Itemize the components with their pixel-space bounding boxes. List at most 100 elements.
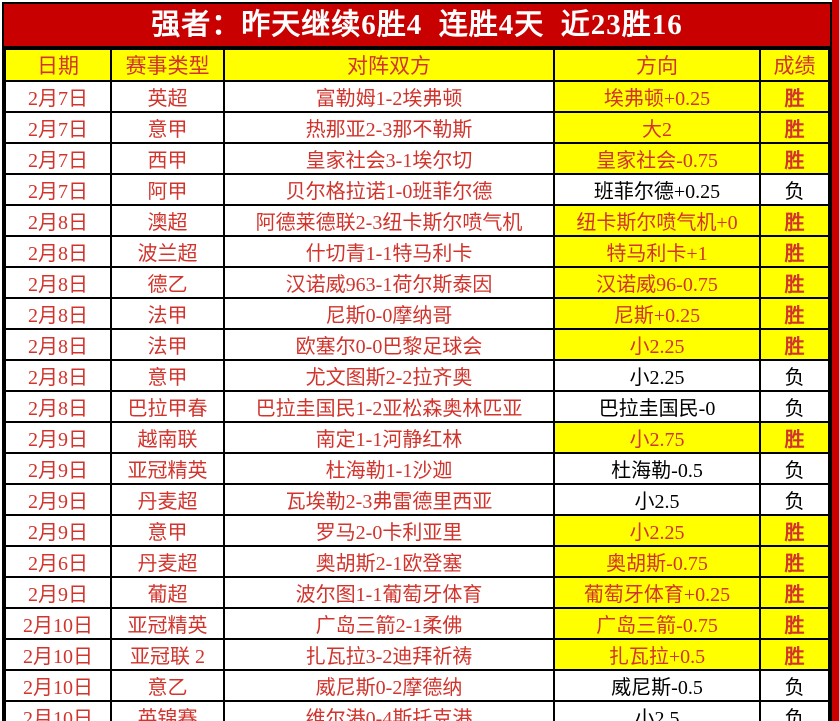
result-cell: 胜	[759, 235, 830, 268]
date-cell: 2月10日	[4, 607, 112, 640]
league-cell: 波兰超	[110, 235, 225, 268]
league-cell: 英锦赛	[110, 700, 225, 721]
direction-cell: 广岛三箭-0.75	[553, 607, 761, 640]
match-cell: 波尔图1-1葡萄牙体育	[223, 576, 555, 609]
table-row: 2月8日 巴拉甲春 巴拉圭国民1-2亚松森奥林匹亚 巴拉圭国民-0 负	[4, 390, 830, 423]
table-row: 2月6日 丹麦超 奥胡斯2-1欧登塞 奥胡斯-0.75 胜	[4, 545, 830, 578]
league-cell: 丹麦超	[110, 483, 225, 516]
result-cell: 负	[759, 359, 830, 392]
date-cell: 2月8日	[4, 266, 112, 299]
results-table: 日期 赛事类型 对阵双方 方向 成绩 2月7日 英超 富勒姆1-2埃弗顿 埃弗顿…	[4, 48, 830, 721]
league-cell: 澳超	[110, 204, 225, 237]
match-cell: 广岛三箭2-1柔佛	[223, 607, 555, 640]
match-cell: 热那亚2-3那不勒斯	[223, 111, 555, 144]
date-cell: 2月8日	[4, 204, 112, 237]
table-row: 2月8日 意甲 尤文图斯2-2拉齐奥 小2.25 负	[4, 359, 830, 392]
date-cell: 2月7日	[4, 111, 112, 144]
direction-cell: 小2.25	[553, 514, 761, 547]
date-cell: 2月9日	[4, 452, 112, 485]
direction-cell: 扎瓦拉+0.5	[553, 638, 761, 671]
result-cell: 胜	[759, 576, 830, 609]
result-cell: 胜	[759, 142, 830, 175]
table-row: 2月9日 亚冠精英 杜海勒1-1沙迦 杜海勒-0.5 负	[4, 452, 830, 485]
direction-cell: 皇家社会-0.75	[553, 142, 761, 175]
league-cell: 意乙	[110, 669, 225, 702]
result-cell: 负	[759, 173, 830, 206]
table-row: 2月9日 丹麦超 瓦埃勒2-3弗雷德里西亚 小2.5 负	[4, 483, 830, 516]
right-red-strip	[832, 0, 839, 721]
match-cell: 贝尔格拉诺1-0班菲尔德	[223, 173, 555, 206]
table-row: 2月9日 葡超 波尔图1-1葡萄牙体育 葡萄牙体育+0.25 胜	[4, 576, 830, 609]
direction-cell: 班菲尔德+0.25	[553, 173, 761, 206]
direction-cell: 葡萄牙体育+0.25	[553, 576, 761, 609]
result-cell: 胜	[759, 514, 830, 547]
header-result: 成绩	[759, 48, 830, 82]
date-cell: 2月9日	[4, 483, 112, 516]
direction-cell: 小2.75	[553, 421, 761, 454]
league-cell: 意甲	[110, 111, 225, 144]
league-cell: 西甲	[110, 142, 225, 175]
results-table-header: 日期 赛事类型 对阵双方 方向 成绩	[4, 48, 830, 82]
header-direction: 方向	[553, 48, 761, 82]
table-row: 2月9日 越南联 南定1-1河静红林 小2.75 胜	[4, 421, 830, 454]
league-cell: 亚冠联 2	[110, 638, 225, 671]
date-cell: 2月10日	[4, 638, 112, 671]
direction-cell: 小2.5	[553, 700, 761, 721]
direction-cell: 特马利卡+1	[553, 235, 761, 268]
league-cell: 巴拉甲春	[110, 390, 225, 423]
table-row: 2月8日 法甲 欧塞尔0-0巴黎足球会 小2.25 胜	[4, 328, 830, 361]
league-cell: 法甲	[110, 297, 225, 330]
result-cell: 负	[759, 390, 830, 423]
result-cell: 负	[759, 452, 830, 485]
date-cell: 2月8日	[4, 328, 112, 361]
result-cell: 胜	[759, 111, 830, 144]
match-cell: 奥胡斯2-1欧登塞	[223, 545, 555, 578]
match-cell: 什切青1-1特马利卡	[223, 235, 555, 268]
match-cell: 尼斯0-0摩纳哥	[223, 297, 555, 330]
table-row: 2月8日 德乙 汉诺威963-1荷尔斯泰因 汉诺威96-0.75 胜	[4, 266, 830, 299]
table-row: 2月10日 亚冠联 2 扎瓦拉3-2迪拜祈祷 扎瓦拉+0.5 胜	[4, 638, 830, 671]
result-cell: 胜	[759, 266, 830, 299]
table-row: 2月8日 法甲 尼斯0-0摩纳哥 尼斯+0.25 胜	[4, 297, 830, 330]
table-row: 2月7日 阿甲 贝尔格拉诺1-0班菲尔德 班菲尔德+0.25 负	[4, 173, 830, 206]
date-cell: 2月7日	[4, 80, 112, 113]
table-row: 2月10日 英锦赛 维尔港0-4斯托克港 小2.5 负	[4, 700, 830, 721]
result-cell: 胜	[759, 297, 830, 330]
league-cell: 意甲	[110, 514, 225, 547]
date-cell: 2月7日	[4, 173, 112, 206]
table-row: 2月7日 西甲 皇家社会3-1埃尔切 皇家社会-0.75 胜	[4, 142, 830, 175]
date-cell: 2月10日	[4, 700, 112, 721]
results-tbody: 2月7日 英超 富勒姆1-2埃弗顿 埃弗顿+0.25 胜 2月7日 意甲 热那亚…	[4, 80, 830, 721]
date-cell: 2月8日	[4, 359, 112, 392]
match-cell: 瓦埃勒2-3弗雷德里西亚	[223, 483, 555, 516]
result-cell: 负	[759, 700, 830, 721]
date-cell: 2月8日	[4, 390, 112, 423]
direction-cell: 大2	[553, 111, 761, 144]
direction-cell: 纽卡斯尔喷气机+0	[553, 204, 761, 237]
header-match: 对阵双方	[223, 48, 555, 82]
match-cell: 扎瓦拉3-2迪拜祈祷	[223, 638, 555, 671]
match-cell: 尤文图斯2-2拉齐奥	[223, 359, 555, 392]
match-cell: 维尔港0-4斯托克港	[223, 700, 555, 721]
league-cell: 德乙	[110, 266, 225, 299]
result-cell: 负	[759, 483, 830, 516]
result-cell: 负	[759, 669, 830, 702]
result-cell: 胜	[759, 545, 830, 578]
league-cell: 英超	[110, 80, 225, 113]
date-cell: 2月9日	[4, 421, 112, 454]
direction-cell: 小2.5	[553, 483, 761, 516]
direction-cell: 奥胡斯-0.75	[553, 545, 761, 578]
result-cell: 胜	[759, 607, 830, 640]
league-cell: 越南联	[110, 421, 225, 454]
table-row: 2月8日 澳超 阿德莱德联2-3纽卡斯尔喷气机 纽卡斯尔喷气机+0 胜	[4, 204, 830, 237]
table-row: 2月7日 英超 富勒姆1-2埃弗顿 埃弗顿+0.25 胜	[4, 80, 830, 113]
match-cell: 欧塞尔0-0巴黎足球会	[223, 328, 555, 361]
result-cell: 胜	[759, 638, 830, 671]
date-cell: 2月6日	[4, 545, 112, 578]
direction-cell: 尼斯+0.25	[553, 297, 761, 330]
match-cell: 汉诺威963-1荷尔斯泰因	[223, 266, 555, 299]
table-row: 2月10日 亚冠精英 广岛三箭2-1柔佛 广岛三箭-0.75 胜	[4, 607, 830, 640]
date-cell: 2月9日	[4, 576, 112, 609]
league-cell: 亚冠精英	[110, 607, 225, 640]
